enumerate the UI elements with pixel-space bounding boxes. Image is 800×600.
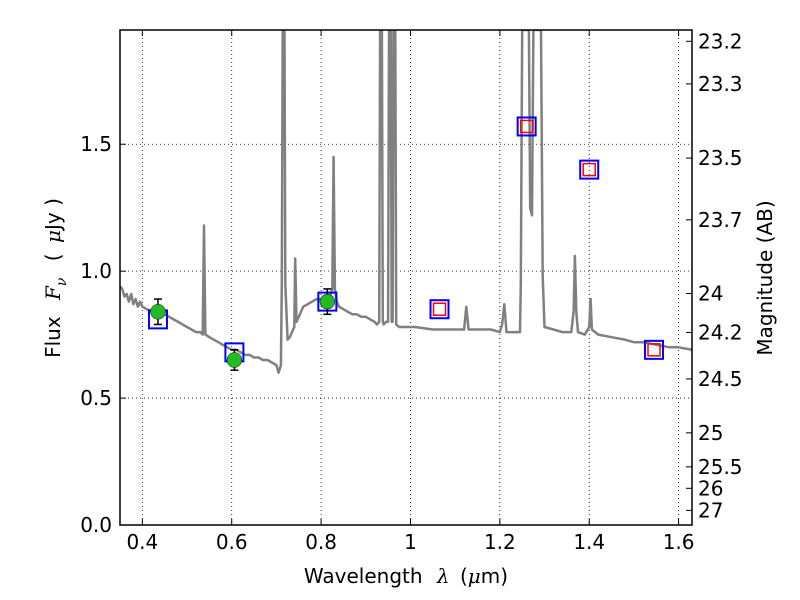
magnitude-tick-label: 24.5 <box>698 367 743 391</box>
observed-photometry-point <box>319 293 336 310</box>
x-axis-label-unit-rest: m) <box>481 564 508 588</box>
model-photometry-marker <box>516 116 537 137</box>
magnitude-tick-label: 27 <box>698 498 723 522</box>
y-tick-label: 0.5 <box>80 386 112 410</box>
magnitude-tick-label: 24 <box>698 281 723 305</box>
x-axis: 0.4 0.6 0.8 1 1.2 1.4 1.6 <box>126 30 695 554</box>
y-tick-label: 1.0 <box>80 259 112 283</box>
x-axis-label: Wavelength λ (μm) <box>304 564 508 588</box>
x-axis-label-symbol: λ <box>436 564 450 588</box>
model-photometry-marker <box>579 159 600 180</box>
magnitude-tick-label: 23.7 <box>698 208 743 232</box>
magnitude-axis-label: Magnitude (AB) <box>753 200 777 355</box>
x-tick-label: 1.2 <box>484 530 516 554</box>
x-tick-label: 0.4 <box>126 530 158 554</box>
observed-red-marker <box>432 302 447 316</box>
magnitude-tick-label: 23.3 <box>698 72 743 96</box>
observed-red-marker <box>519 119 534 134</box>
x-tick-label: 0.8 <box>305 530 337 554</box>
y-axis-label-unit-open: ( <box>41 253 65 261</box>
x-axis-label-prefix: Wavelength <box>304 564 423 588</box>
y-axis-label: Flux Fν ( μJy ) <box>41 198 71 358</box>
y-axis: 0.0 0.5 1.0 1.5 <box>80 132 126 537</box>
magnitude-tick-label: 23.5 <box>698 146 743 170</box>
observed-red-marker <box>582 162 596 177</box>
y-axis-label-unit-mu: μ <box>41 230 65 243</box>
y-axis-label-subscript: ν <box>54 277 70 286</box>
model-photometry-marker <box>644 339 665 360</box>
plot-frame <box>119 29 693 526</box>
y-tick-label: 1.5 <box>80 132 112 156</box>
x-tick-label: 0.6 <box>216 530 248 554</box>
model-spectrum <box>120 30 692 374</box>
x-axis-label-unit-open: ( <box>460 564 468 588</box>
x-tick-label: 1 <box>404 530 417 554</box>
observed-photometry-point <box>150 304 166 320</box>
plot-background <box>120 30 692 525</box>
data-markers <box>147 116 665 371</box>
magnitude-tick-label: 24.2 <box>698 320 743 344</box>
magnitude-tick-label: 25.5 <box>698 455 743 479</box>
model-spectrum-line <box>120 30 692 374</box>
x-tick-label: 1.4 <box>573 530 605 554</box>
y-axis-label-unit-rest: Jy ) <box>41 198 65 232</box>
grid <box>120 30 692 525</box>
magnitude-tick-label: 26 <box>698 476 723 500</box>
x-tick-label: 1.6 <box>663 530 695 554</box>
magnitude-tick-label: 25 <box>698 421 723 445</box>
y-tick-label: 0.0 <box>80 513 112 537</box>
y-axis-label-symbol: F <box>41 285 65 301</box>
x-axis-label-unit-mu: μ <box>468 564 481 588</box>
model-photometry-marker <box>429 299 450 320</box>
observed-photometry-point <box>226 352 243 368</box>
magnitude-tick-label: 23.2 <box>698 29 743 53</box>
y-axis-label-prefix: Flux <box>41 316 65 358</box>
observed-red-marker <box>647 343 661 357</box>
